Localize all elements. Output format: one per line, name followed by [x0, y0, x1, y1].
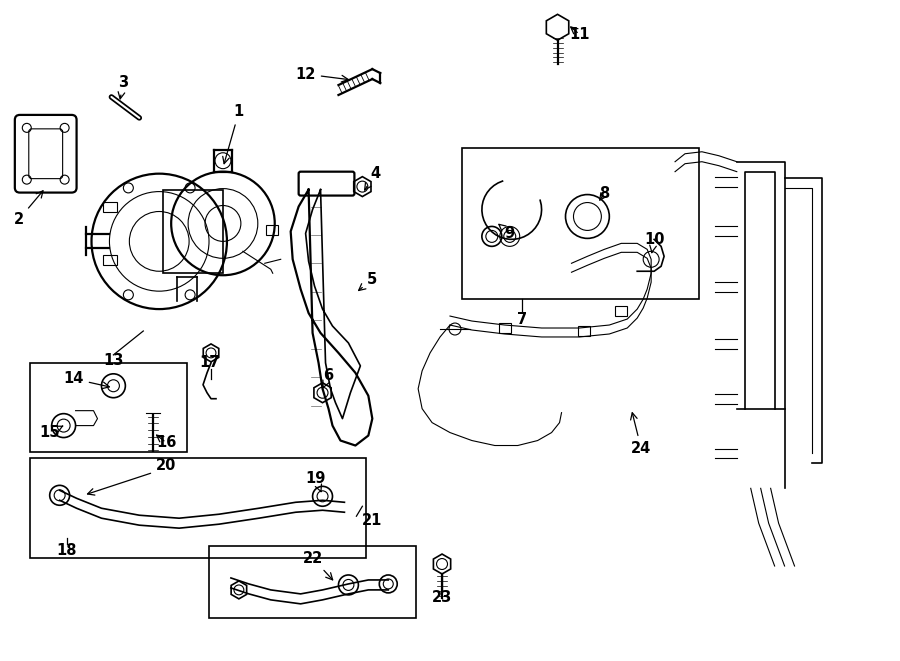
Text: 10: 10: [644, 232, 664, 253]
Bar: [579, 326, 590, 336]
Text: 4: 4: [364, 166, 381, 190]
Text: 6: 6: [322, 368, 334, 389]
Text: 17: 17: [199, 356, 220, 370]
Bar: [462, 148, 699, 299]
Text: 13: 13: [104, 354, 123, 368]
Bar: [104, 202, 117, 212]
Bar: [163, 190, 223, 273]
Bar: [104, 255, 117, 265]
Bar: [30, 459, 366, 558]
Text: 22: 22: [302, 551, 333, 580]
Text: 3: 3: [118, 75, 129, 99]
Text: 5: 5: [358, 272, 377, 290]
Text: 21: 21: [362, 513, 382, 527]
Text: 8: 8: [599, 186, 609, 201]
Text: 11: 11: [569, 26, 590, 42]
Bar: [30, 363, 187, 453]
Bar: [616, 306, 627, 316]
Text: 18: 18: [57, 543, 76, 558]
Text: 19: 19: [305, 471, 326, 492]
Text: 23: 23: [432, 590, 452, 605]
Text: 16: 16: [156, 435, 176, 450]
Text: 14: 14: [63, 371, 109, 389]
Text: 2: 2: [14, 191, 43, 227]
Text: 15: 15: [40, 425, 63, 440]
Bar: [266, 225, 278, 235]
Text: 12: 12: [295, 67, 348, 82]
Bar: [499, 323, 510, 333]
Text: 9: 9: [499, 224, 515, 241]
Text: 24: 24: [631, 412, 652, 456]
Text: 20: 20: [156, 458, 176, 473]
Text: 1: 1: [222, 104, 244, 164]
Text: 7: 7: [517, 311, 526, 327]
Bar: [209, 546, 416, 618]
